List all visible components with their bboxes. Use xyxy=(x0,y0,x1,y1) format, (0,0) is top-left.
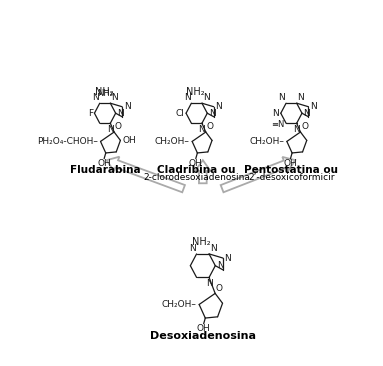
Text: N: N xyxy=(217,261,224,270)
Text: N: N xyxy=(209,109,216,118)
Text: NH₂: NH₂ xyxy=(97,89,113,98)
Text: CH₂OH–: CH₂OH– xyxy=(155,137,190,146)
Text: Cl: Cl xyxy=(176,109,185,118)
Text: N: N xyxy=(117,109,124,118)
Text: F: F xyxy=(88,109,93,118)
Text: N: N xyxy=(310,102,317,111)
Text: OH: OH xyxy=(97,159,111,168)
Text: N: N xyxy=(111,93,118,102)
Text: O: O xyxy=(301,122,308,131)
Text: N: N xyxy=(184,93,191,102)
Text: NH₂: NH₂ xyxy=(192,237,211,247)
Text: N: N xyxy=(272,109,279,118)
Text: PH₂O₄-CHOH–: PH₂O₄-CHOH– xyxy=(37,137,98,146)
Text: OH: OH xyxy=(197,324,211,333)
Text: OH: OH xyxy=(123,136,136,145)
Text: CH₂OH–: CH₂OH– xyxy=(250,137,285,146)
Text: O: O xyxy=(206,122,214,131)
Text: N: N xyxy=(206,279,213,288)
Text: NH₂: NH₂ xyxy=(95,87,113,97)
Text: ≡N: ≡N xyxy=(272,120,285,129)
Text: N: N xyxy=(124,102,131,111)
Text: N: N xyxy=(203,93,210,102)
Text: OH: OH xyxy=(284,159,298,168)
Text: Pentostatina ou: Pentostatina ou xyxy=(244,165,339,175)
Text: N: N xyxy=(215,102,222,111)
Text: 2’-desoxicoformicir: 2’-desoxicoformicir xyxy=(248,173,335,182)
Text: O: O xyxy=(216,284,223,293)
Text: N: N xyxy=(189,244,196,253)
Text: CH₂OH–: CH₂OH– xyxy=(162,300,197,309)
Text: Cladribina ou: Cladribina ou xyxy=(157,165,236,175)
Text: N: N xyxy=(278,93,285,102)
Text: N: N xyxy=(224,254,231,262)
Text: N: N xyxy=(107,125,114,134)
Text: OH: OH xyxy=(189,159,203,168)
Text: O: O xyxy=(115,122,122,131)
Text: N: N xyxy=(298,93,304,102)
Text: Fludarabina: Fludarabina xyxy=(70,165,140,175)
Text: N: N xyxy=(293,125,300,134)
Text: N: N xyxy=(92,93,99,102)
Text: NH₂: NH₂ xyxy=(186,87,205,97)
Text: 2-clorodesoxiadenosina: 2-clorodesoxiadenosina xyxy=(143,173,250,182)
Text: Desoxiadenosina: Desoxiadenosina xyxy=(150,331,256,341)
Text: N: N xyxy=(210,244,217,253)
Text: N: N xyxy=(303,109,310,118)
Text: N: N xyxy=(199,125,205,134)
